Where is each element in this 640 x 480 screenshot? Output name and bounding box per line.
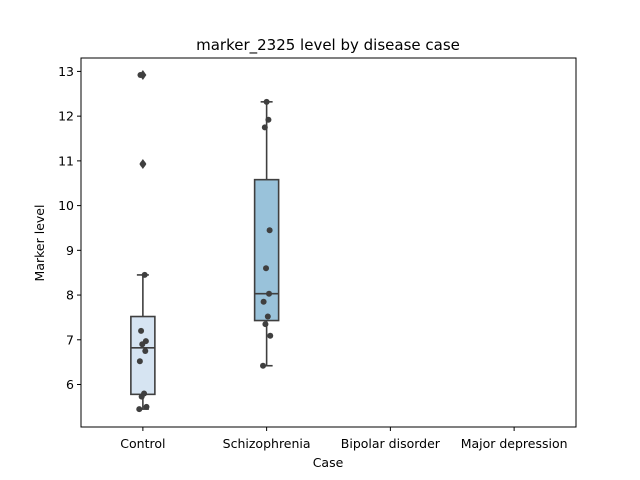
data-point [264, 313, 271, 320]
data-point [138, 327, 145, 334]
y-tick-label: 12 [58, 109, 74, 124]
data-point [142, 347, 149, 354]
x-tick-label: Bipolar disorder [341, 436, 441, 451]
data-point [136, 358, 143, 365]
data-point [260, 298, 267, 305]
data-point [141, 271, 148, 278]
y-tick-label: 9 [66, 243, 74, 258]
data-point [142, 338, 149, 345]
data-point [266, 290, 273, 297]
y-tick-label: 11 [58, 153, 74, 168]
x-tick-label: Schizophrenia [223, 436, 311, 451]
data-point [141, 390, 148, 397]
data-point [262, 321, 269, 328]
data-point [136, 406, 143, 413]
box-group [130, 69, 156, 413]
plot-content [130, 69, 280, 413]
chart-title: marker_2325 level by disease case [196, 36, 460, 55]
box-iqr [130, 315, 156, 396]
x-axis-ticks: Control Schizophrenia Bipolar disorder Majo… [120, 427, 568, 451]
data-point [139, 161, 146, 168]
y-tick-label: 7 [66, 332, 74, 347]
data-point [260, 362, 267, 369]
data-point [143, 403, 150, 410]
box-group [253, 98, 280, 369]
y-axis-ticks: 6 7 8 9 10 11 12 13 [58, 64, 81, 392]
data-point [266, 227, 273, 234]
data-point [137, 71, 144, 78]
y-axis-label: Marker level [32, 205, 47, 282]
y-tick-label: 8 [66, 288, 74, 303]
data-point [267, 332, 274, 339]
y-tick-label: 10 [58, 198, 74, 213]
y-tick-label: 13 [58, 64, 74, 79]
box-iqr [253, 178, 280, 322]
x-tick-label: Control [120, 436, 165, 451]
data-point [263, 98, 270, 105]
x-axis-label: Case [313, 455, 344, 470]
x-tick-label: Major depression [461, 436, 568, 451]
data-point [265, 116, 272, 123]
data-point [261, 124, 268, 131]
data-point [263, 265, 270, 272]
y-tick-label: 6 [66, 377, 74, 392]
plot-frame [80, 57, 577, 428]
